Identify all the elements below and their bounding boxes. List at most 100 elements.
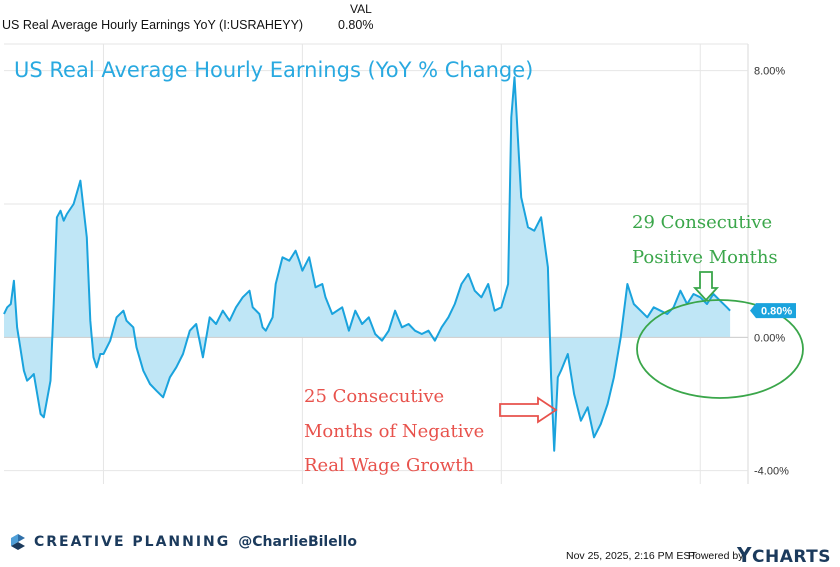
data-point-31 (142, 370, 144, 372)
badge-background (750, 303, 796, 319)
y-tick-label: 0.00% (754, 332, 785, 344)
value-column-header: VAL (350, 2, 372, 16)
data-point-39 (195, 323, 197, 325)
data-point-14 (60, 210, 62, 212)
data-point-50 (262, 326, 264, 328)
ycharts-logo[interactable]: YCHARTS (737, 543, 831, 567)
data-point-109 (620, 336, 622, 338)
data-point-11 (50, 380, 52, 382)
data-point-23 (99, 353, 101, 355)
negative-note-line-3: Real Wage Growth (304, 455, 474, 476)
data-point-20 (89, 320, 91, 322)
data-point-55 (288, 260, 290, 262)
data-point-27 (122, 310, 124, 312)
data-point-28 (126, 320, 128, 322)
chart-title: US Real Average Hourly Earnings (YoY % C… (14, 58, 533, 82)
data-point-79 (441, 326, 443, 328)
data-point-57 (298, 260, 300, 262)
data-point-6 (26, 380, 28, 382)
data-point-100 (560, 370, 562, 372)
data-point-30 (136, 346, 138, 348)
data-point-111 (633, 303, 635, 305)
data-point-108 (613, 376, 615, 378)
data-point-42 (215, 323, 217, 325)
negative-annotation: 25 Consecutive Months of Negative Real W… (304, 386, 484, 476)
data-point-29 (132, 326, 134, 328)
data-point-52 (272, 316, 274, 318)
data-point-25 (109, 340, 111, 342)
brand-name: CREATIVE PLANNING (34, 534, 231, 550)
data-point-71 (388, 330, 390, 332)
data-point-47 (249, 290, 251, 292)
data-point-75 (414, 330, 416, 332)
data-point-69 (374, 333, 376, 335)
badge-text: 0.80% (761, 306, 792, 318)
data-point-86 (487, 283, 489, 285)
data-point-0 (3, 313, 5, 315)
data-point-107 (607, 403, 609, 405)
data-point-85 (480, 296, 482, 298)
data-point-10 (43, 416, 45, 418)
earnings-chart[interactable]: 20102015202020258.00%0.00%-4.00% US Real… (0, 40, 840, 490)
data-point-61 (321, 283, 323, 285)
data-point-82 (461, 283, 463, 285)
data-point-66 (354, 310, 356, 312)
data-point-78 (434, 340, 436, 342)
data-point-56 (295, 250, 297, 252)
data-point-36 (175, 366, 177, 368)
negative-note-line-2: Months of Negative (304, 421, 484, 442)
data-point-120 (693, 293, 695, 295)
footer-branding: CREATIVE PLANNING @CharlieBilello (8, 532, 357, 552)
data-point-37 (182, 353, 184, 355)
data-point-2 (10, 303, 12, 305)
data-point-125 (726, 306, 728, 308)
ycharts-text: CHARTS (751, 547, 832, 567)
data-point-115 (660, 310, 662, 312)
data-point-97 (550, 376, 552, 378)
series-value: 0.80% (338, 18, 374, 32)
series-line (3, 76, 731, 452)
data-point-13 (56, 216, 58, 218)
data-point-26 (116, 316, 118, 318)
data-point-126 (729, 310, 731, 312)
data-point-4 (16, 326, 18, 328)
data-point-12 (53, 303, 55, 305)
powered-by-label: Powered by (688, 550, 744, 562)
data-point-104 (587, 406, 589, 408)
timestamp: Nov 25, 2025, 2:16 PM EST (566, 550, 697, 562)
data-point-122 (706, 303, 708, 305)
data-point-96 (547, 266, 549, 268)
data-point-40 (202, 356, 204, 358)
data-point-19 (86, 236, 88, 238)
data-point-43 (222, 310, 224, 312)
data-point-99 (557, 376, 559, 378)
author-handle[interactable]: @CharlieBilello (238, 534, 357, 550)
data-point-76 (421, 333, 423, 335)
data-point-70 (381, 340, 383, 342)
data-point-106 (600, 423, 602, 425)
data-point-46 (242, 296, 244, 298)
data-point-60 (315, 286, 317, 288)
data-point-7 (30, 376, 32, 378)
data-point-32 (149, 383, 151, 385)
data-point-44 (229, 320, 231, 322)
down-arrow-icon (692, 271, 720, 302)
data-point-8 (33, 373, 35, 375)
axis-tick-labels: 20102015202020258.00%0.00%-4.00% (754, 66, 789, 478)
data-point-95 (540, 216, 542, 218)
data-point-21 (93, 356, 95, 358)
data-point-45 (235, 306, 237, 308)
data-point-65 (348, 330, 350, 332)
data-point-88 (500, 306, 502, 308)
data-point-114 (653, 306, 655, 308)
data-point-59 (308, 256, 310, 258)
data-point-110 (626, 283, 628, 285)
series-name-label[interactable]: US Real Average Hourly Earnings YoY (I:U… (2, 18, 304, 32)
data-point-93 (527, 226, 529, 228)
data-point-113 (646, 316, 648, 318)
creative-planning-logo-icon (11, 534, 25, 550)
data-point-3 (13, 280, 15, 282)
data-point-81 (454, 303, 456, 305)
data-point-102 (573, 393, 575, 395)
data-point-17 (73, 203, 75, 205)
